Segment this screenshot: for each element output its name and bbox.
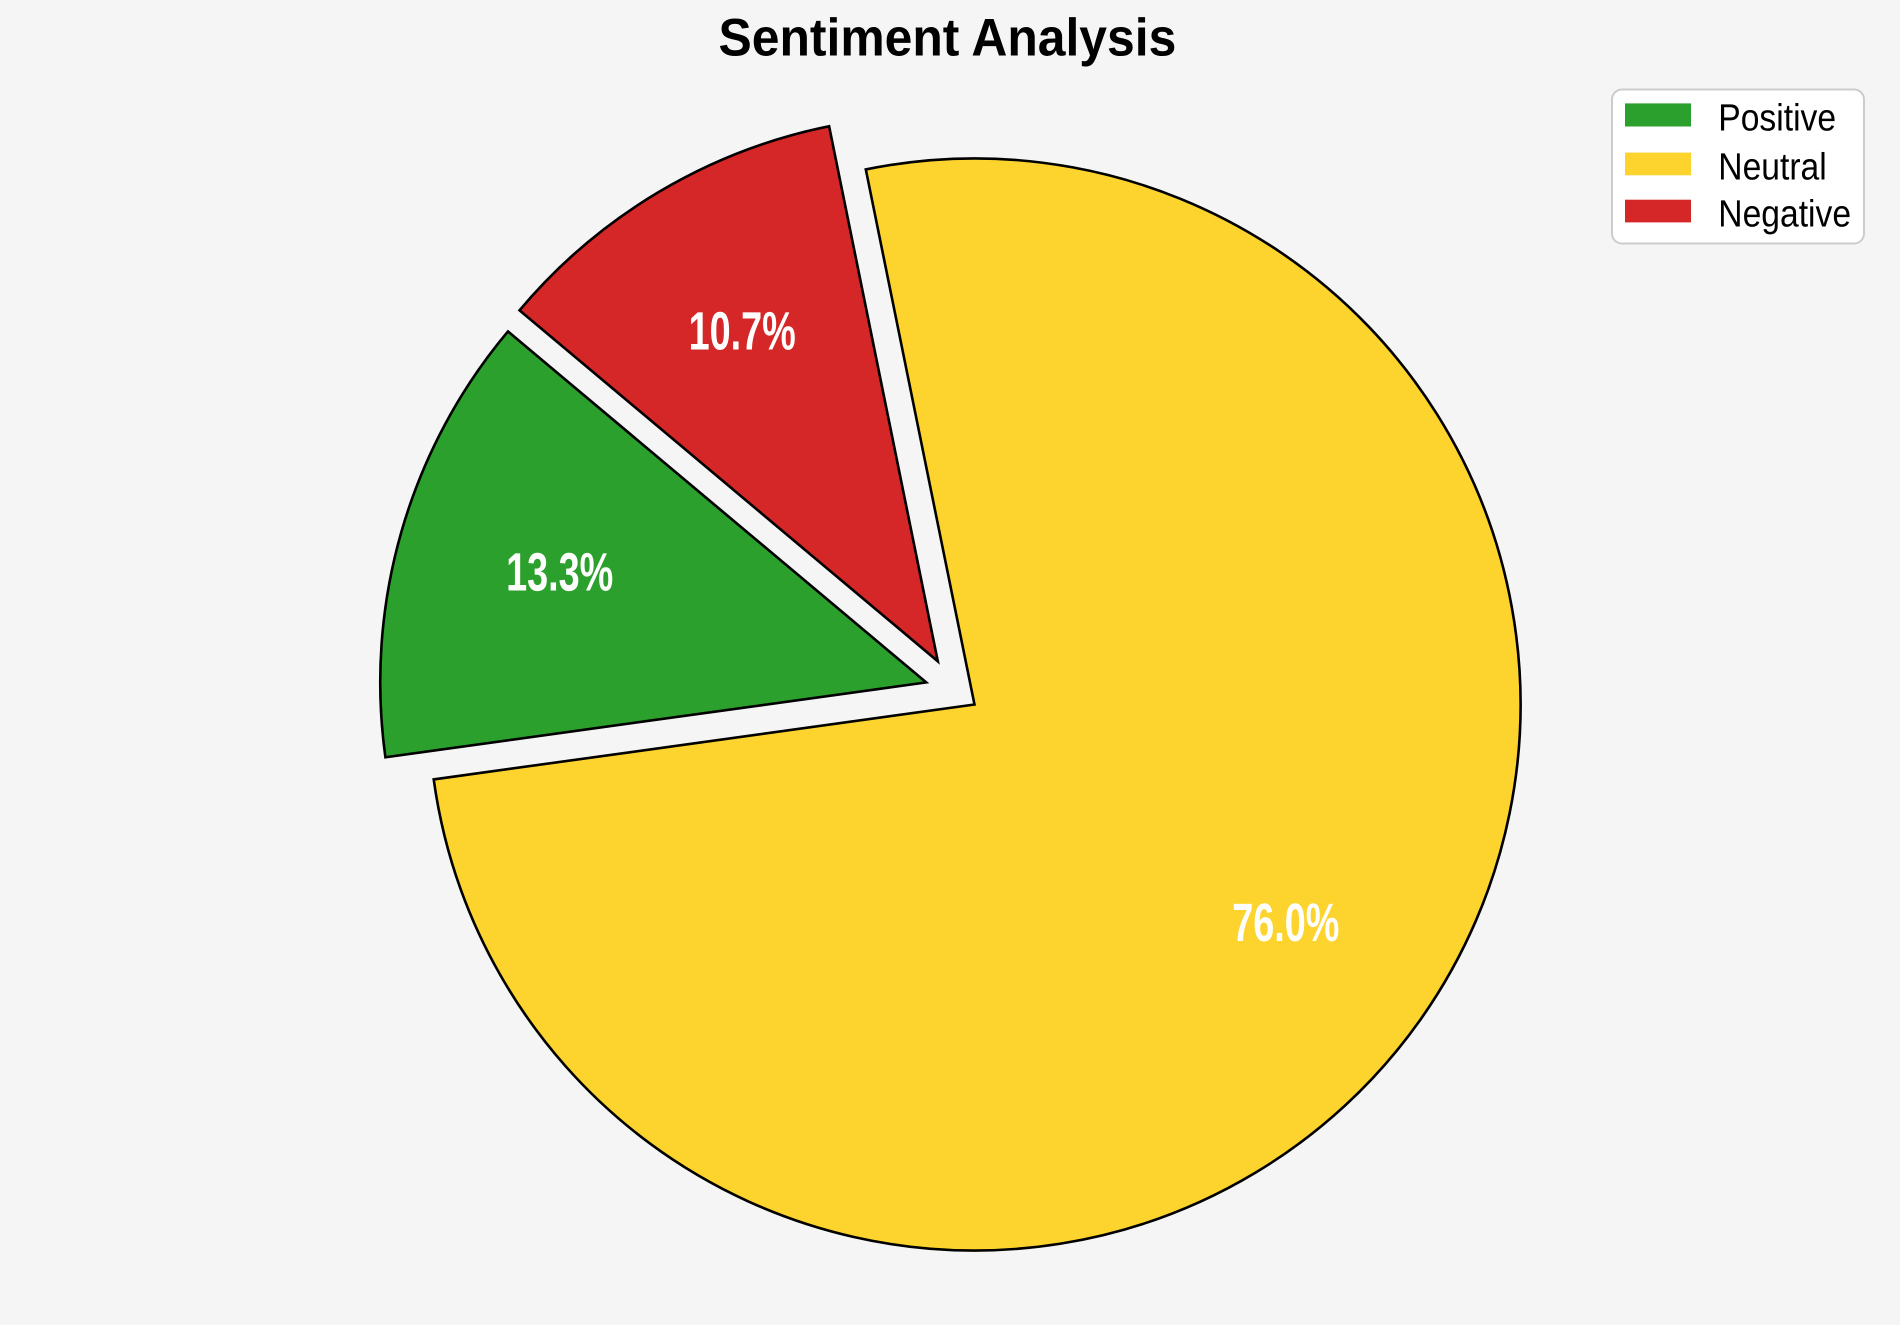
svg-text:Sentiment Analysis: Sentiment Analysis (719, 8, 1177, 67)
svg-text:13.3%: 13.3% (506, 542, 613, 602)
svg-text:10.7%: 10.7% (689, 302, 796, 362)
svg-text:Positive: Positive (1718, 98, 1836, 140)
svg-text:Negative: Negative (1718, 194, 1851, 236)
svg-text:76.0%: 76.0% (1232, 893, 1339, 953)
svg-text:Neutral: Neutral (1718, 147, 1826, 189)
